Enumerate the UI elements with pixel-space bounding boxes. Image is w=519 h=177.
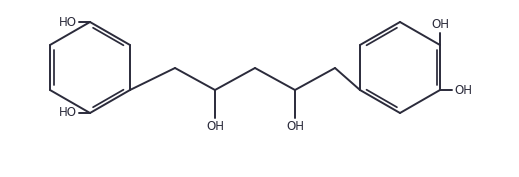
Text: OH: OH <box>454 84 472 96</box>
Text: OH: OH <box>206 120 224 133</box>
Text: HO: HO <box>59 107 77 119</box>
Text: OH: OH <box>286 120 304 133</box>
Text: OH: OH <box>431 18 449 31</box>
Text: HO: HO <box>59 16 77 28</box>
